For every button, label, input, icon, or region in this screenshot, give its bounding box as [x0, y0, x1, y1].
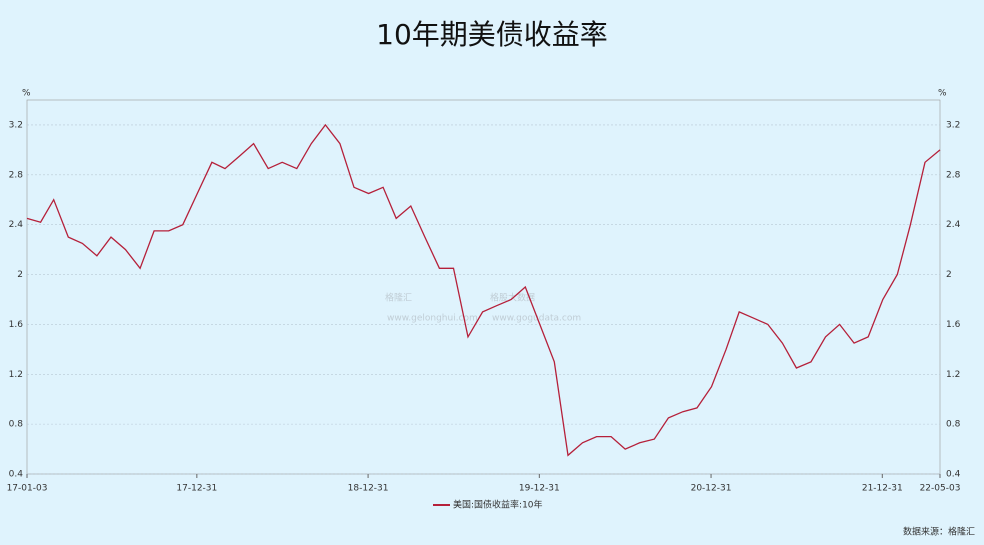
y2-tick-label: 1.6 [946, 320, 961, 330]
y-tick-label: 0.4 [9, 470, 24, 480]
y-unit: % [22, 89, 31, 99]
watermark: www.gelonghui.com [387, 314, 478, 324]
plot-frame [26, 99, 941, 475]
watermark: www.gogudata.com [492, 314, 581, 324]
y2-tick-label: 1.2 [946, 370, 960, 380]
chart-title: 10年期美债收益率 [376, 18, 608, 51]
y2-tick-label: 3.2 [946, 120, 960, 130]
y-tick-label: 1.6 [9, 320, 24, 330]
y-tick-label: 2 [17, 270, 23, 280]
x-tick-label: 17-12-31 [176, 484, 217, 494]
y2-tick-label: 2 [946, 270, 952, 280]
y2-tick-label: 2.4 [946, 220, 961, 230]
source: 数据来源：格隆汇 [903, 526, 975, 538]
y-tick-label: 3.2 [9, 120, 23, 130]
x-tick-label: 18-12-31 [348, 484, 389, 494]
x-tick-label: 19-12-31 [519, 484, 560, 494]
x-tick-label: 20-12-31 [691, 484, 732, 494]
y-tick-label: 2.4 [9, 220, 24, 230]
y2-tick-label: 0.8 [946, 420, 961, 430]
x-tick-label: 21-12-31 [862, 484, 903, 494]
line [26, 123, 941, 457]
y2-unit: % [938, 89, 947, 99]
legend-label: 美国:国债收益率:10年 [453, 499, 543, 511]
watermark: 格隆汇 [385, 292, 412, 304]
y2-tick-label: 2.8 [946, 170, 961, 180]
x-tick-label: 17-01-03 [7, 484, 48, 494]
y-tick-label: 0.8 [9, 420, 24, 430]
x-tick-label: 22-05-03 [920, 484, 961, 494]
y-tick-label: 2.8 [9, 170, 24, 180]
y2-tick-label: 0.4 [946, 470, 961, 480]
y-tick-label: 1.2 [9, 370, 23, 380]
